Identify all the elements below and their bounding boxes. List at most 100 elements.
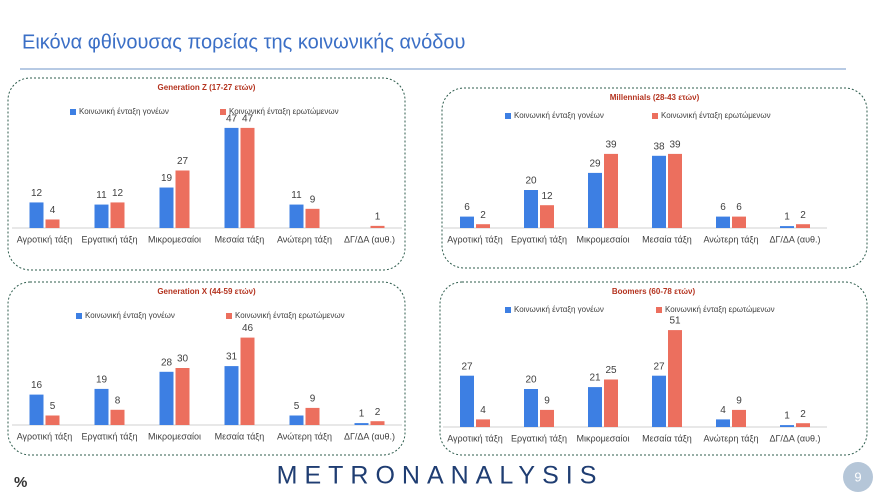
- bar: [45, 219, 60, 228]
- bar: [29, 202, 44, 228]
- bar: [780, 226, 794, 228]
- bar: [110, 409, 125, 425]
- bar: [476, 419, 490, 427]
- value-label: 51: [669, 316, 681, 327]
- bar: [524, 389, 538, 427]
- bar: [94, 204, 109, 228]
- value-label: 2: [375, 407, 381, 418]
- value-label: 16: [31, 380, 43, 391]
- value-label: 25: [605, 365, 617, 376]
- bar: [652, 375, 666, 427]
- legend-swatch: [656, 307, 662, 313]
- value-label: 9: [310, 194, 316, 205]
- value-label: 11: [291, 190, 302, 201]
- value-label: 20: [525, 375, 537, 386]
- x-tick-label: Μικρομεσαίοι: [576, 234, 629, 244]
- value-label: 47: [226, 114, 238, 125]
- chart-title: Generation X (44-59 ετών): [157, 287, 256, 296]
- bar: [668, 330, 682, 427]
- x-tick-label: Μεσαία τάξη: [642, 433, 692, 443]
- value-label: 1: [375, 212, 381, 223]
- x-tick-label: Αγροτική τάξη: [17, 234, 73, 244]
- value-label: 12: [112, 188, 124, 199]
- x-tick-label: Μικρομεσαίοι: [576, 433, 629, 443]
- value-label: 29: [589, 159, 601, 170]
- panel-frame: [7, 77, 406, 271]
- bar: [159, 187, 174, 228]
- value-label: 30: [177, 354, 189, 365]
- x-tick-label: Αγροτική τάξη: [447, 433, 503, 443]
- bar: [476, 224, 490, 228]
- value-label: 39: [605, 140, 617, 151]
- value-label: 27: [653, 361, 665, 372]
- bar: [668, 153, 682, 228]
- value-label: 6: [720, 202, 726, 213]
- bar: [716, 216, 730, 228]
- legend-swatch: [226, 313, 232, 319]
- bar: [732, 409, 746, 427]
- bar: [29, 394, 44, 425]
- bar: [305, 208, 320, 228]
- bar: [370, 225, 385, 228]
- x-tick-label: Μεσαία τάξη: [642, 234, 692, 244]
- x-tick-label: ΔΓ/ΔΑ (αυθ.): [344, 431, 395, 441]
- value-label: 12: [541, 191, 553, 202]
- value-label: 31: [226, 352, 238, 363]
- value-label: 39: [669, 140, 681, 151]
- legend-swatch: [76, 313, 82, 319]
- x-tick-label: Αγροτική τάξη: [17, 431, 73, 441]
- bar: [588, 172, 602, 228]
- value-label: 27: [461, 361, 473, 372]
- bar: [159, 371, 174, 425]
- value-label: 8: [115, 395, 121, 406]
- value-label: 11: [96, 190, 107, 201]
- x-tick-label: ΔΓ/ΔΑ (αυθ.): [769, 234, 820, 244]
- page-number: 9: [854, 469, 861, 484]
- value-label: 5: [294, 401, 300, 412]
- chart-title: Boomers (60-78 ετών): [612, 287, 696, 296]
- x-tick-label: Εργατική τάξη: [81, 431, 137, 441]
- x-tick-label: Εργατική τάξη: [511, 433, 567, 443]
- value-label: 21: [589, 373, 601, 384]
- bar: [796, 224, 810, 228]
- value-label: 1: [784, 212, 790, 223]
- value-label: 27: [177, 156, 189, 167]
- value-label: 6: [736, 202, 742, 213]
- x-tick-label: Μικρομεσαίοι: [148, 234, 201, 244]
- bar: [460, 216, 474, 228]
- x-tick-label: Εργατική τάξη: [81, 234, 137, 244]
- x-tick-label: Μεσαία τάξη: [215, 234, 265, 244]
- chart-title: Generation Z (17-27 ετών): [158, 83, 256, 92]
- chart-title: Millennials (28-43 ετών): [610, 93, 700, 102]
- bar: [305, 407, 320, 425]
- value-label: 20: [525, 176, 537, 187]
- bar: [604, 379, 618, 427]
- value-label: 38: [653, 141, 665, 152]
- legend-swatch: [652, 113, 658, 119]
- x-tick-label: Ανώτερη τάξη: [703, 234, 758, 244]
- legend-label: Κοινωνική ένταξη γονέων: [514, 111, 604, 120]
- bar: [240, 337, 255, 425]
- bar: [110, 202, 125, 228]
- page-number-badge: [843, 462, 873, 492]
- value-label: 6: [464, 202, 470, 213]
- value-label: 9: [310, 394, 316, 405]
- bar: [540, 205, 554, 228]
- value-label: 2: [480, 210, 486, 221]
- value-label: 2: [800, 210, 806, 221]
- panel-frame: [439, 281, 868, 456]
- bar: [604, 153, 618, 228]
- value-label: 1: [359, 409, 365, 420]
- bar: [175, 368, 190, 425]
- bar: [240, 127, 255, 228]
- bar: [354, 423, 369, 425]
- legend-label: Κοινωνική ένταξη γονέων: [85, 311, 175, 320]
- bar: [370, 421, 385, 425]
- legend-label: Κοινωνική ένταξη ερωτώμενων: [665, 305, 775, 314]
- panel-frame: [7, 281, 406, 456]
- x-tick-label: Ανώτερη τάξη: [277, 431, 332, 441]
- x-tick-label: Ανώτερη τάξη: [277, 234, 332, 244]
- bar: [652, 155, 666, 228]
- value-label: 5: [50, 401, 56, 412]
